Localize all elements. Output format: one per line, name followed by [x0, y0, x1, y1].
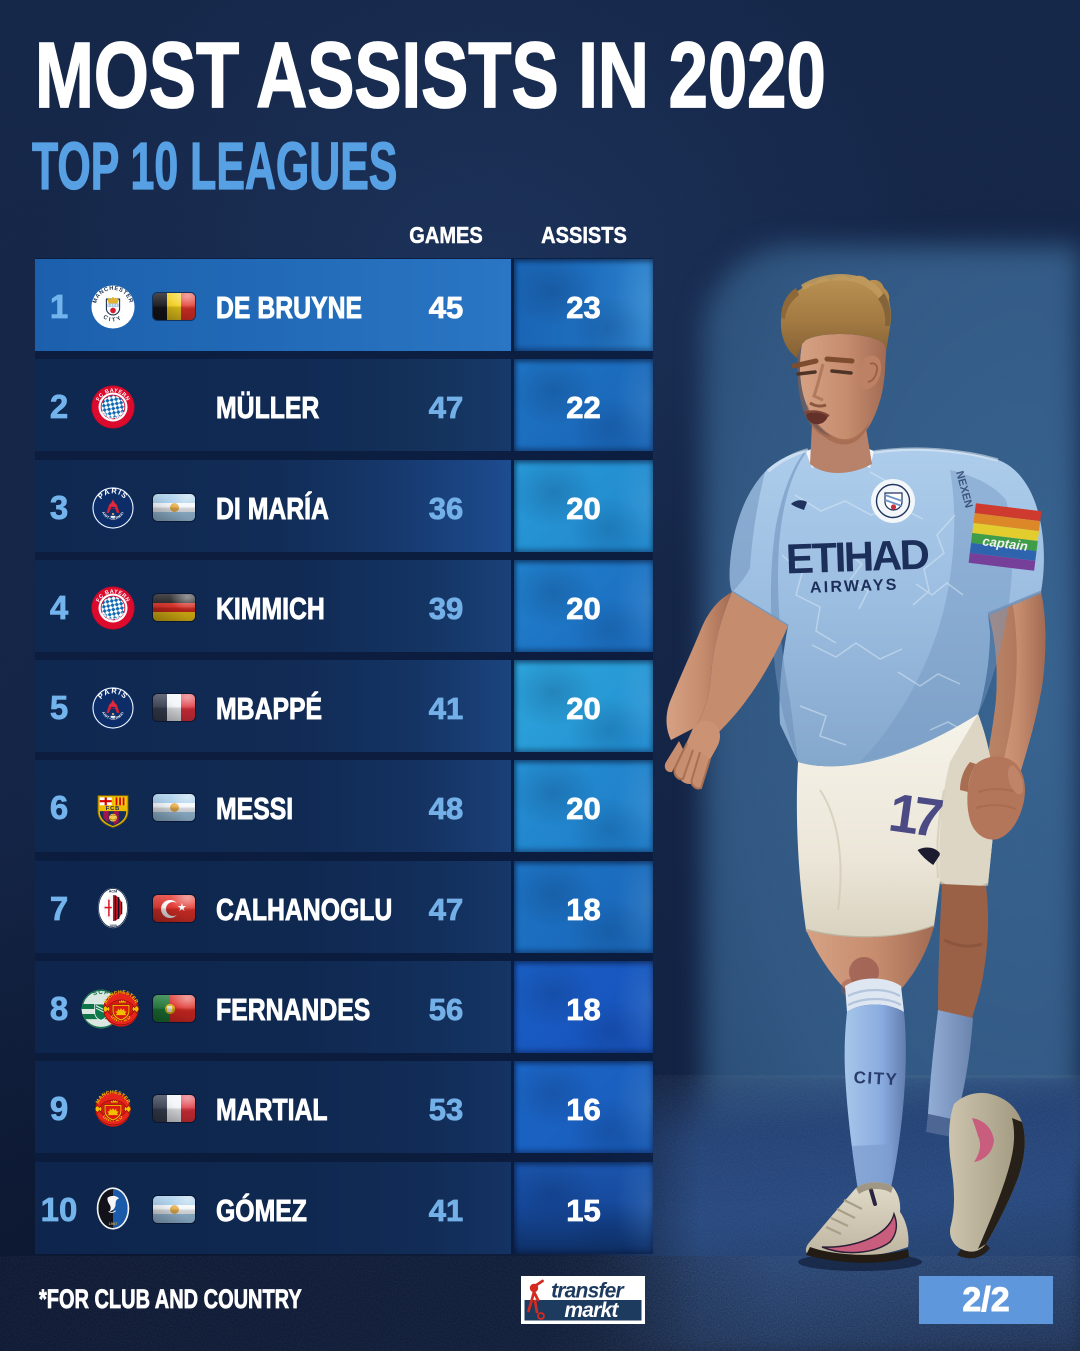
svg-text:PARIS: PARIS [96, 486, 130, 501]
svg-text:captain: captain [982, 533, 1029, 553]
svg-text:PARIS: PARIS [96, 686, 130, 701]
svg-text:markt: markt [564, 1299, 619, 1322]
svg-text:1907: 1907 [109, 1221, 119, 1226]
svg-text:17: 17 [885, 782, 947, 849]
svg-text:FCB: FCB [106, 806, 120, 812]
svg-text:ETIHAD: ETIHAD [785, 531, 931, 583]
svg-text:ACM: ACM [109, 889, 118, 893]
svg-text:CITY: CITY [102, 314, 124, 323]
svg-text:transfer: transfer [551, 1280, 625, 1303]
svg-text:1899: 1899 [109, 924, 117, 928]
svg-text:SCP: SCP [92, 989, 110, 998]
svg-text:CITY: CITY [853, 1068, 899, 1089]
svg-text:AIRWAYS: AIRWAYS [810, 577, 901, 597]
